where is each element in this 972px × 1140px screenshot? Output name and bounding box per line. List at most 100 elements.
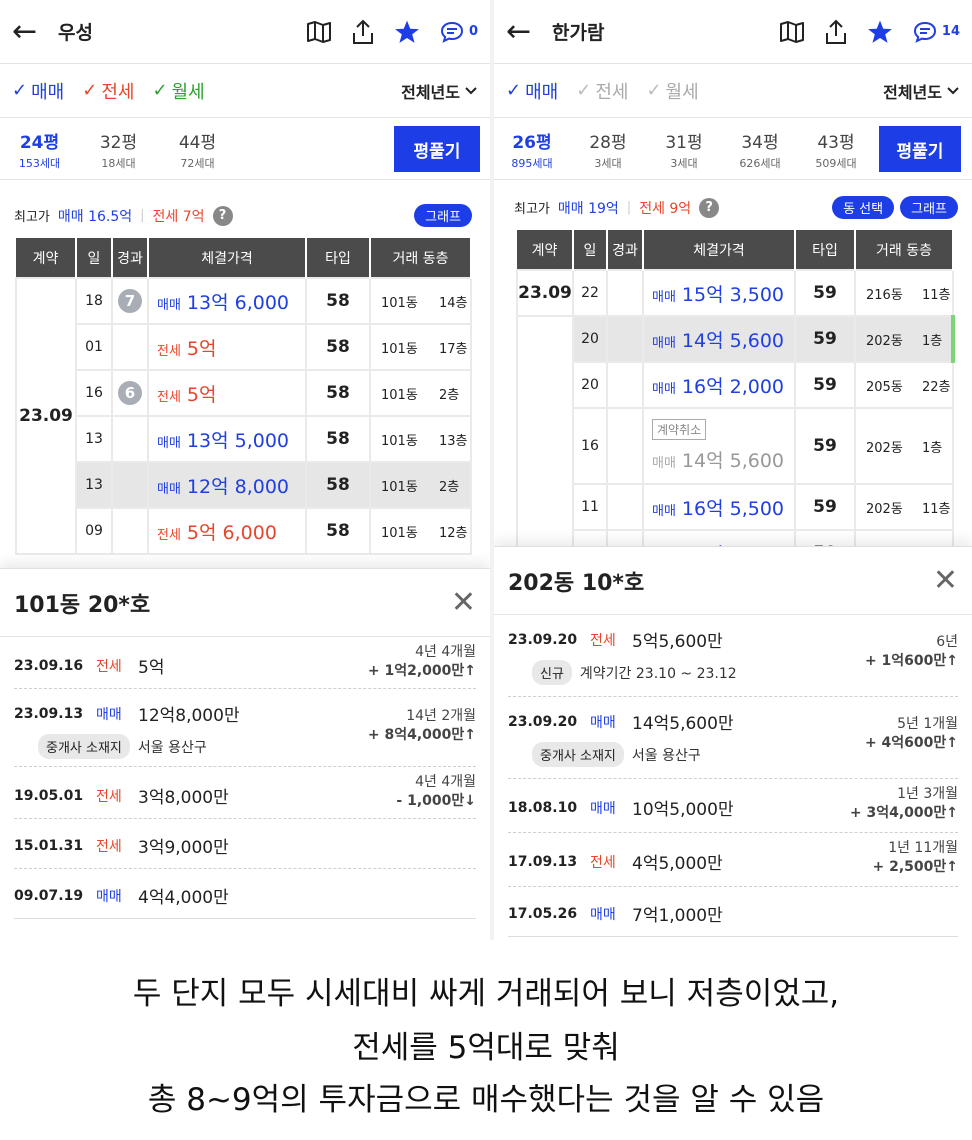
day-cell: 20 <box>572 315 608 363</box>
history-item[interactable]: 23.09.20 매매 14억5,600만 중개사 소재지 서울 용산구 5년 1개월 + … <box>508 697 958 779</box>
comment-count: 14 <box>941 24 960 39</box>
history-date: 15.01.31 <box>14 837 84 854</box>
history-item[interactable]: 19.05.01 전세 3억8,000만 4년 4개월 - 1,000만↓ <box>14 767 476 819</box>
table-header: 계약 일 경과 체결가격 타입 거래 동층 <box>517 230 954 270</box>
size-tab-1[interactable]: 32평 18세대 <box>79 126 158 172</box>
back-arrow-icon[interactable]: ← <box>12 13 38 49</box>
type-cell: 58 <box>305 415 371 463</box>
history-line: 17.09.13 전세 4억5,000만 <box>508 849 958 875</box>
day-cell: 22 <box>572 269 608 317</box>
check-icon: ✓ <box>82 80 98 101</box>
star-icon[interactable] <box>867 19 893 45</box>
history-date: 23.09.13 <box>14 705 84 722</box>
history-item[interactable]: 09.07.19 매매 4억4,000만 <box>14 869 476 919</box>
history-tag: 중개사 소재지 <box>38 734 130 759</box>
trade-price: 16억 2,000 <box>681 375 785 398</box>
help-icon[interactable]: ? <box>212 205 233 226</box>
cancel-badge: 계약취소 <box>652 419 707 440</box>
filter-1[interactable]: ✓ 전세 <box>576 78 628 104</box>
price-cell: 매매 12억 8,000 <box>147 461 307 509</box>
help-icon[interactable]: ? <box>699 197 720 218</box>
table-row[interactable]: 20 매매 16억 2,000 59 205동 22층 <box>517 361 954 409</box>
map-icon[interactable] <box>306 20 332 44</box>
filter-1[interactable]: ✓ 전세 <box>82 78 134 104</box>
trade-price: 15억 3,500 <box>681 283 785 306</box>
table-row[interactable]: 16 6 전세 5억 58 101동 2층 <box>16 369 472 417</box>
star-icon[interactable] <box>394 19 420 45</box>
table-row[interactable]: 13 매매 13억 5,000 58 101동 13층 <box>16 415 472 463</box>
table-row[interactable]: 23.09 22 매매 15억 3,500 59 216동 11층 <box>516 269 954 317</box>
comment-button[interactable]: 14 <box>913 21 960 43</box>
share-icon[interactable] <box>352 19 374 45</box>
graph-button[interactable]: 그래프 <box>900 196 958 219</box>
floor: 2층 <box>439 387 460 403</box>
dong-select-button[interactable]: 동 선택 <box>832 196 895 219</box>
history-change: 4년 4개월 + 1억2,000만↑ <box>368 643 476 681</box>
close-icon[interactable]: ✕ <box>932 562 958 598</box>
size-tab-3[interactable]: 34평 626세대 <box>722 126 798 172</box>
close-icon[interactable]: ✕ <box>450 584 476 620</box>
table-row[interactable]: 23.09 18 7 매매 13억 6,000 58 101동 14층 <box>15 277 472 555</box>
elapsed-cell <box>606 269 644 317</box>
year-dropdown[interactable]: 전체년도 <box>883 79 960 103</box>
type-cell: 58 <box>305 277 371 325</box>
type-cell: 59 <box>794 483 856 531</box>
comment-button[interactable]: 0 <box>440 21 478 43</box>
graph-button[interactable]: 그래프 <box>414 204 472 227</box>
back-arrow-icon[interactable]: ← <box>506 13 532 49</box>
history-item[interactable]: 18.08.10 매매 10억5,000만 1년 3개월 + 3억4,000만↑ <box>508 779 958 833</box>
floor: 2층 <box>439 479 460 495</box>
history-line: 17.05.26 매매 7억1,000만 <box>508 901 958 927</box>
filter-0[interactable]: ✓ 매매 <box>12 78 64 104</box>
filter-0[interactable]: ✓ 매매 <box>506 78 558 104</box>
history-main: 23.09.16 전세 5억 <box>14 637 476 679</box>
pyeong-expand-button[interactable]: 평풀기 <box>879 126 961 172</box>
type-cell: 58 <box>305 369 371 417</box>
size-tab-4[interactable]: 43평 509세대 <box>798 126 874 172</box>
size-units: 626세대 <box>739 156 781 170</box>
history-item[interactable]: 15.01.31 전세 3억9,000만 <box>14 819 476 869</box>
header-actions: 14 <box>779 19 960 45</box>
history-diff: + 1억600만↑ <box>864 653 958 669</box>
type-cell: 58 <box>305 461 371 509</box>
size-tab-0[interactable]: 26평 895세대 <box>494 126 570 172</box>
trade-kind: 매매 <box>652 335 676 351</box>
history-period: 5년 1개월 <box>897 716 958 732</box>
day-cell: 09 <box>75 507 113 555</box>
share-icon[interactable] <box>825 19 847 45</box>
size-tab-0[interactable]: 24평 153세대 <box>0 126 79 172</box>
filter-2[interactable]: ✓ 월세 <box>152 78 204 104</box>
history-item[interactable]: 23.09.16 전세 5억 4년 4개월 + 1억2,000만↑ <box>14 637 476 689</box>
history-main: 17.09.13 전세 4억5,000만 <box>508 833 958 875</box>
history-amount: 3억9,000만 <box>138 838 229 858</box>
history-item[interactable]: 17.09.13 전세 4억5,000만 1년 11개월 + 2,500만↑ <box>508 833 958 887</box>
history-sub: 중개사 소재지 서울 용산구 <box>508 742 958 767</box>
filter-2[interactable]: ✓ 월세 <box>646 78 698 104</box>
table-row[interactable]: 11 매매 16억 5,500 59 202동 11층 <box>517 483 954 531</box>
table-row[interactable]: 16 계약취소 매매 14억 5,600 59 202동 1층 <box>517 407 954 485</box>
history-item[interactable]: 17.05.26 매매 7억1,000만 <box>508 887 958 937</box>
trade-kind: 매매 <box>652 503 676 519</box>
pyeong-expand-button[interactable]: 평풀기 <box>394 126 480 172</box>
table-row[interactable]: 09 전세 5억 6,000 58 101동 12층 <box>16 507 472 555</box>
history-item[interactable]: 23.09.20 전세 5억5,600만 신규 계약기간 23.10 ~ 23.12 6년… <box>508 615 958 697</box>
table-header: 계약 일 경과 체결가격 타입 거래 동층 <box>16 238 472 278</box>
size-tab-1[interactable]: 28평 3세대 <box>570 126 646 172</box>
table-row[interactable]: 20 매매 14억 5,600 59 202동 1층 <box>516 315 955 577</box>
table-row[interactable]: 13 매매 12억 8,000 58 101동 2층 <box>16 461 472 509</box>
price-cell: 매매 16억 2,000 <box>642 361 796 409</box>
check-icon: ✓ <box>576 80 592 101</box>
size-pyeong: 24평 <box>19 132 60 153</box>
map-icon[interactable] <box>779 20 805 44</box>
size-tab-2[interactable]: 44평 72세대 <box>158 126 237 172</box>
elapsed-cell: 6 <box>111 369 149 417</box>
size-tab-2[interactable]: 31평 3세대 <box>646 126 722 172</box>
year-dropdown[interactable]: 전체년도 <box>401 79 478 103</box>
trade-kind: 매매 <box>652 289 676 305</box>
table-row[interactable]: 01 전세 5억 58 101동 17층 <box>16 323 472 371</box>
history-item[interactable]: 23.09.13 매매 12억8,000만 중개사 소재지 서울 용산구 14년 2개월 +… <box>14 689 476 767</box>
dong: 216동 <box>866 287 903 303</box>
trade-kind: 매매 <box>157 435 181 451</box>
history-line: 23.09.20 매매 14억5,600만 <box>508 709 958 735</box>
dong: 101동 <box>381 479 418 495</box>
